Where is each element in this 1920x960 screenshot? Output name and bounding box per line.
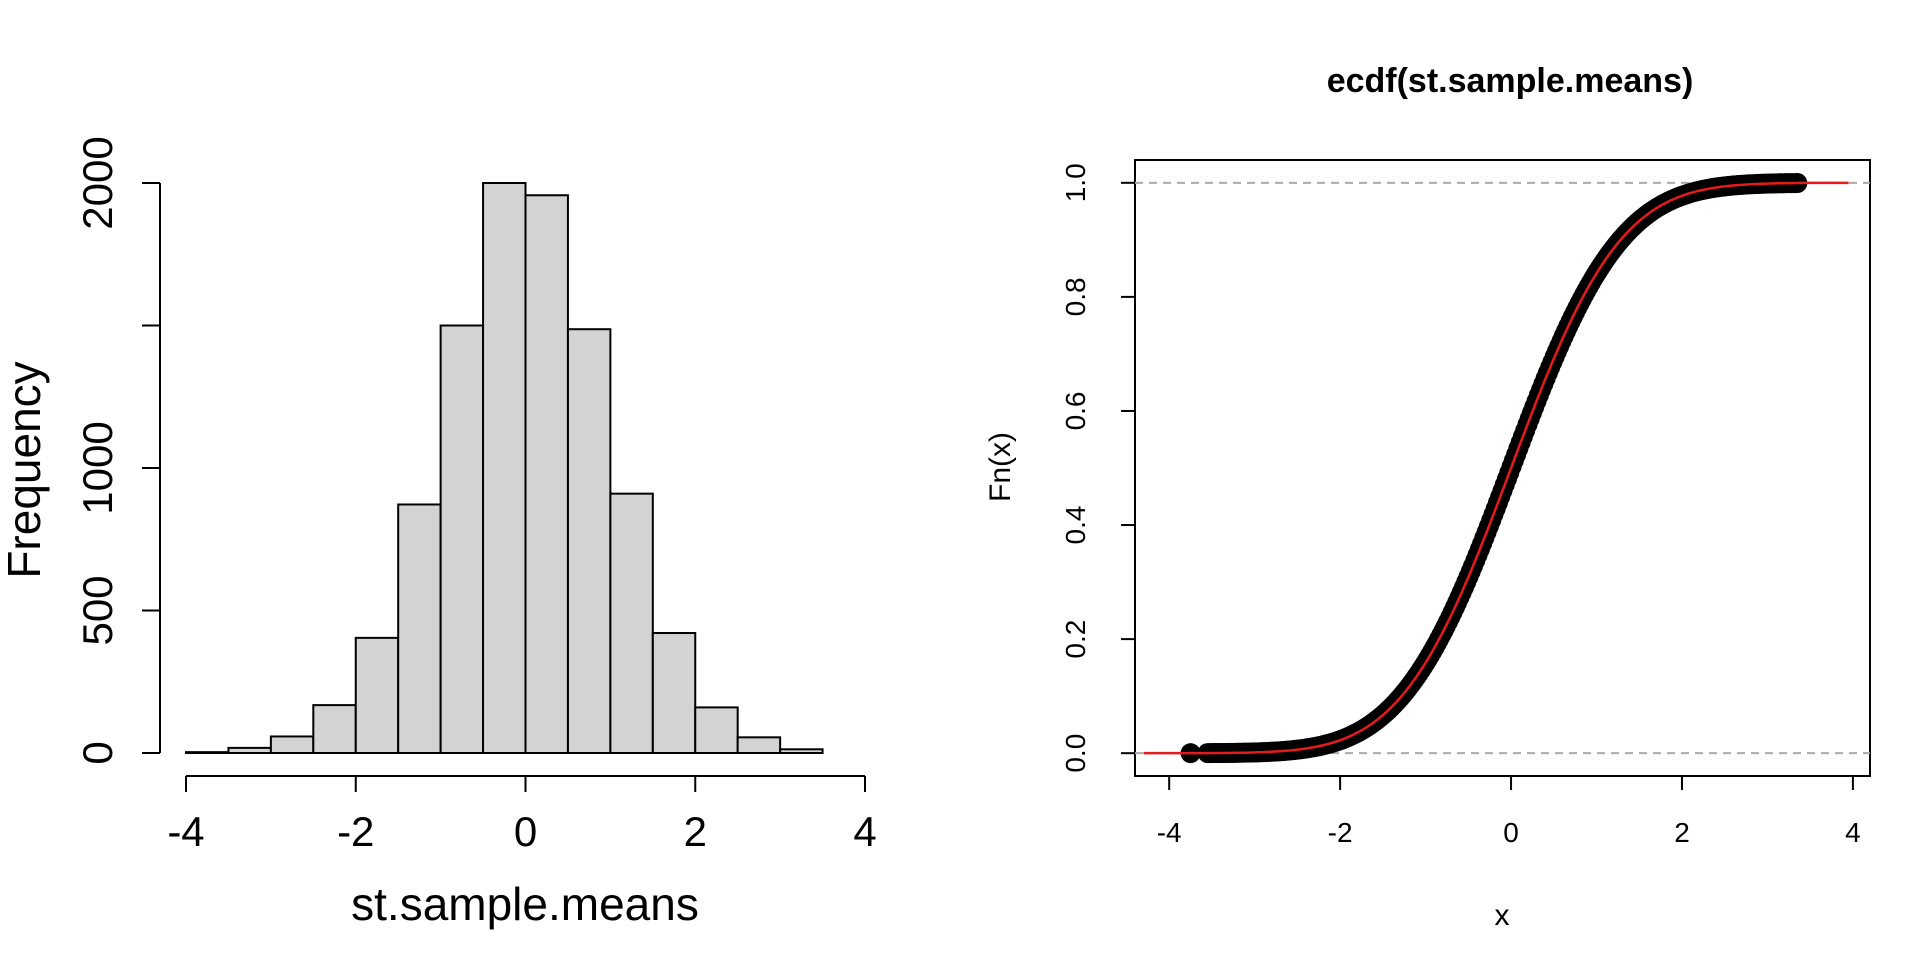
ecdf-normal-curve-line (1190, 181, 1798, 755)
histogram-y-tick-label: 500 (74, 575, 121, 645)
ecdf-title: ecdf(st.sample.means) (1327, 62, 1694, 100)
histogram-y-label: Frequency (0, 361, 50, 578)
histogram-y-tick-label: 0 (74, 741, 121, 764)
histogram-x-label: st.sample.means (351, 878, 699, 930)
histogram-bar (439, 324, 485, 754)
ecdf-x-tick-label: -4 (1157, 817, 1182, 848)
histogram-x-tick-label: -4 (167, 808, 204, 855)
ecdf-reference-lines (1135, 181, 1870, 755)
ecdf-x-tick-label: -2 (1328, 817, 1353, 848)
ecdf-panel: ecdf(st.sample.means) -4 -2 0 2 4 0.00.20.40… (984, 62, 1871, 932)
histogram-bar (227, 746, 272, 754)
histogram-bar (566, 328, 612, 754)
histogram-bar (185, 751, 230, 755)
ecdf-y-tick-label: 0.4 (1060, 506, 1091, 545)
ecdf-x-tick-label: 0 (1503, 817, 1519, 848)
histogram-bar (609, 492, 654, 754)
histogram-x-axis: -4 -2 0 2 4 (167, 775, 877, 855)
ecdf-y-axis: 0.0 0.2 0.4 0.6 0.8 1.0 (1060, 163, 1135, 773)
histogram-bar (736, 736, 782, 755)
histogram-bar (779, 748, 824, 754)
ecdf-y-tick-label: 1.0 (1060, 163, 1091, 202)
histogram-panel: -4 -2 0 2 4 0 500 1000 2000 st.sample.means Fre… (0, 136, 877, 930)
ecdf-normal-curve (1143, 181, 1849, 755)
ecdf-x-tick-label: 4 (1845, 817, 1861, 848)
histogram-x-tick-label: 4 (853, 808, 876, 855)
histogram-bar (524, 194, 569, 754)
histogram-bar (312, 704, 357, 754)
histogram-y-tick-label: 1000 (74, 421, 121, 514)
histogram-y-tick-label: 2000 (74, 136, 121, 229)
ecdf-y-tick-label: 0.6 (1060, 391, 1091, 430)
ecdf-plot-frame (1134, 159, 1871, 777)
ecdf-x-axis: -4 -2 0 2 4 (1157, 776, 1861, 848)
histogram-bar (269, 735, 315, 754)
histogram-bar (694, 706, 739, 755)
ecdf-x-label: x (1495, 899, 1510, 932)
ecdf-y-tick-label: 0.0 (1060, 734, 1091, 773)
histogram-bar (651, 632, 697, 755)
ecdf-x-tick-label: 2 (1674, 817, 1690, 848)
ecdf-y-tick-label: 0.2 (1060, 620, 1091, 659)
histogram-x-tick-label: 0 (514, 808, 537, 855)
histogram-x-tick-label: 2 (684, 808, 707, 855)
histogram-x-tick-label: -2 (337, 808, 374, 855)
ecdf-points (1180, 173, 1808, 764)
ecdf-y-label: Fn(x) (984, 432, 1017, 502)
histogram-bar (397, 503, 442, 755)
histogram-bar (482, 182, 527, 754)
histogram-bars (185, 182, 824, 755)
histogram-bar (354, 636, 400, 754)
ecdf-y-tick-label: 0.8 (1060, 277, 1091, 316)
histogram-y-axis: 0 500 1000 2000 (74, 136, 161, 765)
